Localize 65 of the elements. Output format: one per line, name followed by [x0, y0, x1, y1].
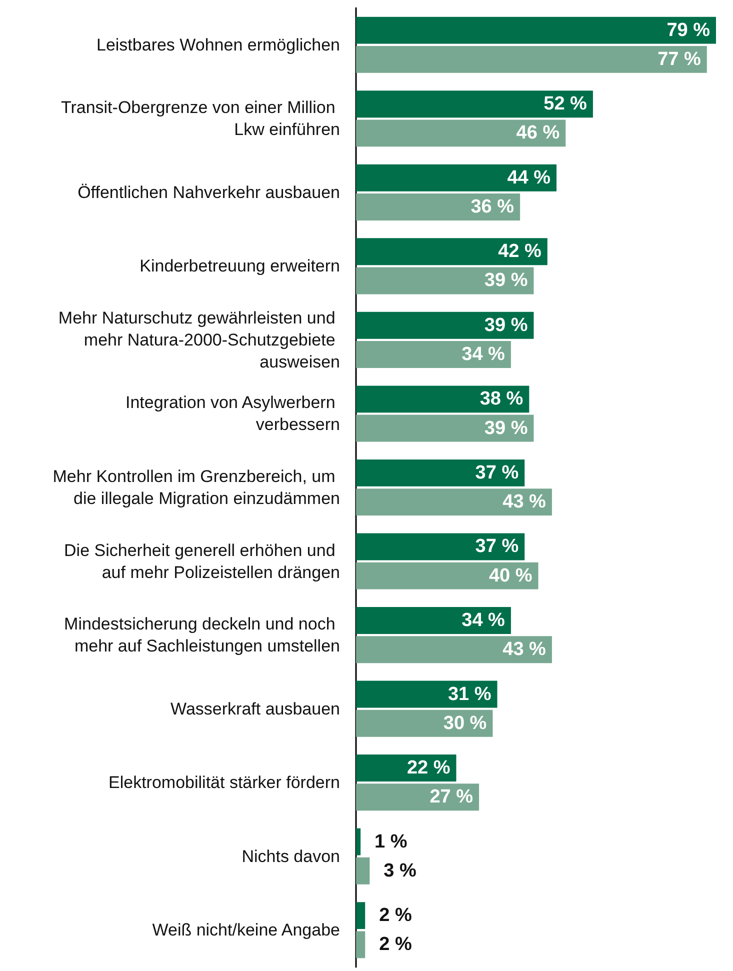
data-label: 22 %: [406, 758, 450, 779]
bar: [356, 90, 593, 118]
bar: [356, 16, 716, 44]
data-label: 27 %: [430, 786, 474, 808]
y-tick-label: Mindestsicherung deckeln und noch mehr auf Sachleistungen umstellen: [64, 614, 340, 656]
y-tick-label: Die Sicherheit generell erhöhen und auf mehr Polizeistellen drängen: [64, 540, 340, 582]
data-label: 39 %: [484, 418, 528, 439]
bar: [356, 194, 520, 220]
data-label: 34 %: [462, 344, 506, 366]
bar: [356, 828, 361, 856]
y-tick-label: Wasserkraft ausbauen: [170, 699, 340, 718]
y-tick-label: Mehr Kontrollen im Grenzbereich, um die illegale Migration einzudämmen: [52, 467, 340, 508]
data-label: 30 %: [443, 712, 487, 734]
bar: [356, 120, 566, 147]
y-tick-label: Öffentlichen Nahverkehr ausbauen: [78, 182, 340, 202]
data-label: 46 %: [516, 122, 560, 144]
data-label: 31 %: [448, 684, 492, 705]
bar: [356, 710, 493, 737]
bar: [356, 857, 370, 884]
y-tick-label: Elektromobilität stärker fördern: [108, 773, 340, 792]
bar: [356, 341, 511, 368]
bar: [356, 754, 456, 782]
data-label: 39 %: [484, 270, 528, 292]
y-tick-label: Kinderbetreuung erweitern: [140, 256, 340, 276]
bar: [356, 680, 498, 708]
bar: [356, 931, 366, 958]
bar: [356, 562, 538, 590]
bar: [356, 784, 480, 811]
data-label: 43 %: [502, 492, 546, 513]
bar: [356, 607, 511, 634]
y-tick-label: Transit-Obergrenze von einer Million Lkw einführen: [60, 98, 340, 140]
data-label: 3 %: [384, 860, 417, 882]
bar: [356, 636, 552, 664]
data-label: 40 %: [488, 565, 532, 586]
y-tick-label: Integration von Asylwerbern verbessern: [125, 393, 340, 434]
data-label: 42 %: [498, 241, 542, 262]
data-label: 38 %: [480, 388, 524, 410]
bar: [356, 533, 525, 560]
data-label: 77 %: [658, 48, 701, 70]
bar: [356, 267, 534, 294]
data-label: 37 %: [475, 462, 519, 484]
data-label: 43 %: [502, 639, 546, 660]
bar: [356, 459, 525, 486]
data-label: 37 %: [475, 536, 519, 558]
y-tick-label: Nichts davon: [242, 846, 340, 866]
bar: [356, 46, 707, 73]
data-label: 1 %: [374, 831, 408, 852]
y-tick-label: Weiß nicht/keine Angabe: [152, 920, 340, 940]
bar: [356, 238, 548, 266]
bar: [356, 386, 530, 413]
data-label: 79 %: [666, 20, 710, 41]
data-label: 2 %: [379, 905, 412, 926]
bar: [356, 902, 366, 930]
data-label: 34 %: [462, 610, 506, 631]
data-label: 2 %: [379, 934, 412, 956]
data-label: 36 %: [470, 196, 514, 218]
data-label: 39 %: [484, 314, 528, 336]
bar: [356, 414, 534, 442]
y-tick-label: Leistbares Wohnen ermöglichen: [96, 35, 340, 54]
bar: [356, 164, 557, 192]
y-tick-label: Mehr Naturschutz gewährleisten und mehr Natura-2000-Schutzgebiete ausweisen: [58, 308, 340, 372]
data-label: 52 %: [544, 94, 588, 115]
bar: [356, 488, 552, 516]
data-label: 44 %: [507, 167, 551, 188]
bar: [356, 312, 534, 339]
